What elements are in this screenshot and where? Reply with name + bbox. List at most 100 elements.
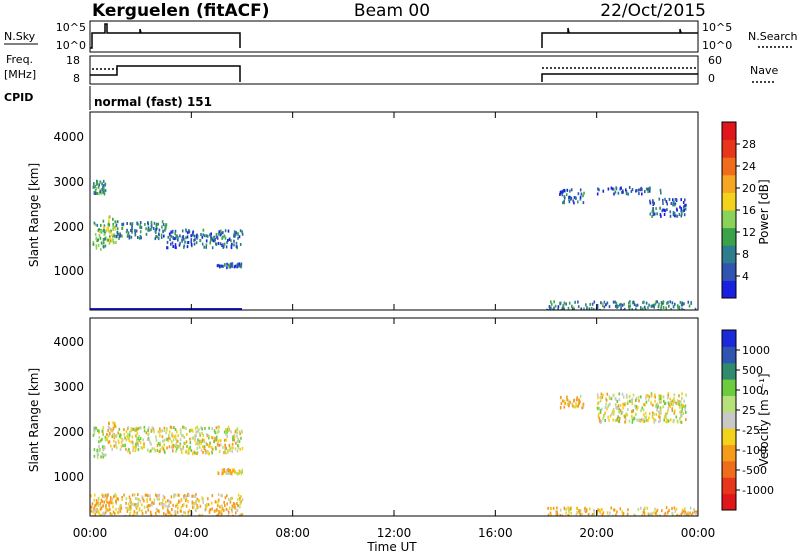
range-gate-cell [170, 242, 172, 246]
range-gate-cell [612, 407, 615, 411]
range-gate-cell [609, 511, 611, 515]
range-gate-cell [659, 188, 662, 192]
nsky-label: N.Sky [4, 30, 36, 43]
range-gate-cell [625, 188, 627, 192]
range-gate-cell [130, 501, 132, 505]
range-gate-cell [153, 430, 155, 434]
range-gate-cell [115, 499, 117, 503]
range-gate-cell [678, 514, 681, 516]
range-gate-cell [565, 193, 568, 197]
range-gate-cell [596, 304, 599, 307]
range-gate-cell [226, 431, 228, 435]
range-gate-cell [181, 229, 184, 233]
range-gate-cell [113, 444, 115, 448]
range-gate-cell [668, 509, 670, 512]
range-gate-cell [239, 501, 242, 505]
range-gate-cell [236, 264, 239, 268]
range-gate-cell [210, 232, 212, 236]
range-gate-cell [103, 190, 105, 194]
cpid-value: normal (fast) 151 [94, 95, 212, 109]
range-gate-cell [227, 470, 230, 474]
range-gate-cell [158, 233, 160, 237]
range-gate-cell [183, 436, 186, 439]
range-gate-cell [225, 438, 227, 442]
range-gate-cell [199, 433, 201, 437]
range-gate-cell [564, 401, 566, 405]
range-gate-cell [228, 264, 231, 268]
range-gate-cell [106, 494, 109, 498]
range-gate-cell [582, 194, 584, 198]
range-gate-cell [218, 264, 221, 268]
range-gate-cell [561, 514, 564, 516]
range-gate-cell [601, 302, 604, 306]
range-gate-cell [169, 425, 172, 429]
range-gate-cell [653, 201, 655, 205]
range-gate-cell [681, 410, 684, 414]
range-gate-cell [217, 232, 220, 236]
range-gate-cell [640, 395, 642, 399]
range-gate-cell [226, 502, 228, 506]
range-gate-cell [562, 189, 565, 192]
range-gate-cell [235, 471, 238, 475]
freq-panel: Freq. [MHz] 18 8 60 0 Nave [4, 53, 778, 85]
range-gate-cell [210, 238, 212, 242]
range-gate-cell [656, 408, 658, 412]
range-gate-cell [136, 505, 138, 509]
range-gate-cell [689, 511, 691, 515]
range-gate-cell [107, 238, 109, 242]
range-gate-cell [100, 223, 102, 227]
range-gate-cell [241, 447, 244, 450]
range-gate-cell [162, 505, 165, 509]
range-gate-cell [232, 502, 235, 505]
range-gate-cell [155, 235, 157, 238]
range-gate-cell [610, 412, 613, 416]
range-gate-cell [202, 228, 205, 232]
range-gate-cell [643, 413, 645, 417]
range-gate-cell [150, 449, 152, 453]
range-gate-cell [628, 186, 631, 189]
range-gate-cell [99, 180, 102, 184]
range-gate-cell [124, 444, 126, 448]
range-gate-cell [186, 241, 189, 245]
range-gate-cell [232, 514, 234, 516]
range-gate-cell [99, 236, 102, 240]
range-gate-cell [651, 411, 654, 415]
range-gate-cell [666, 419, 668, 423]
range-gate-cell [633, 513, 635, 516]
range-gate-cell [158, 450, 160, 454]
range-gate-cell [164, 228, 166, 232]
range-gate-cell [583, 508, 586, 512]
range-gate-cell [144, 493, 147, 497]
range-gate-cell [128, 507, 130, 511]
range-gate-cell [145, 493, 148, 497]
range-gate-cell [183, 510, 185, 514]
range-gate-cell [619, 403, 622, 407]
range-gate-cell [147, 428, 149, 432]
range-gate-cell [134, 447, 137, 451]
range-gate-cell [123, 428, 125, 432]
range-gate-cell [659, 213, 662, 217]
range-gate-cell [678, 213, 681, 216]
range-gate-cell [170, 426, 173, 430]
range-gate-cell [155, 222, 158, 226]
freq-trace-late [541, 73, 698, 82]
range-gate-cell [203, 445, 206, 449]
range-gate-cell [209, 233, 211, 237]
range-gate-cell [237, 262, 239, 266]
range-gate-cell [628, 419, 631, 423]
range-gate-cell [683, 302, 685, 306]
range-gate-cell [235, 441, 237, 445]
time-tick-label: 00:00 [681, 526, 716, 540]
range-gate-cell [685, 203, 687, 207]
range-gate-cell [105, 493, 107, 497]
time-axis: 00:00 04:00 08:00 12:00 16:00 20:00 00:00 [73, 112, 716, 540]
colorbar-tick-label: 4 [742, 270, 749, 283]
range-gate-cell [101, 182, 103, 186]
range-gate-cell [116, 497, 118, 500]
range-gate-cell [196, 234, 199, 238]
range-gate-cell [188, 429, 191, 433]
range-gate-cell [580, 307, 582, 310]
range-gate-cell [136, 221, 138, 225]
vel-ytick-4000: 4000 [53, 335, 84, 349]
range-gate-cell [669, 401, 672, 405]
